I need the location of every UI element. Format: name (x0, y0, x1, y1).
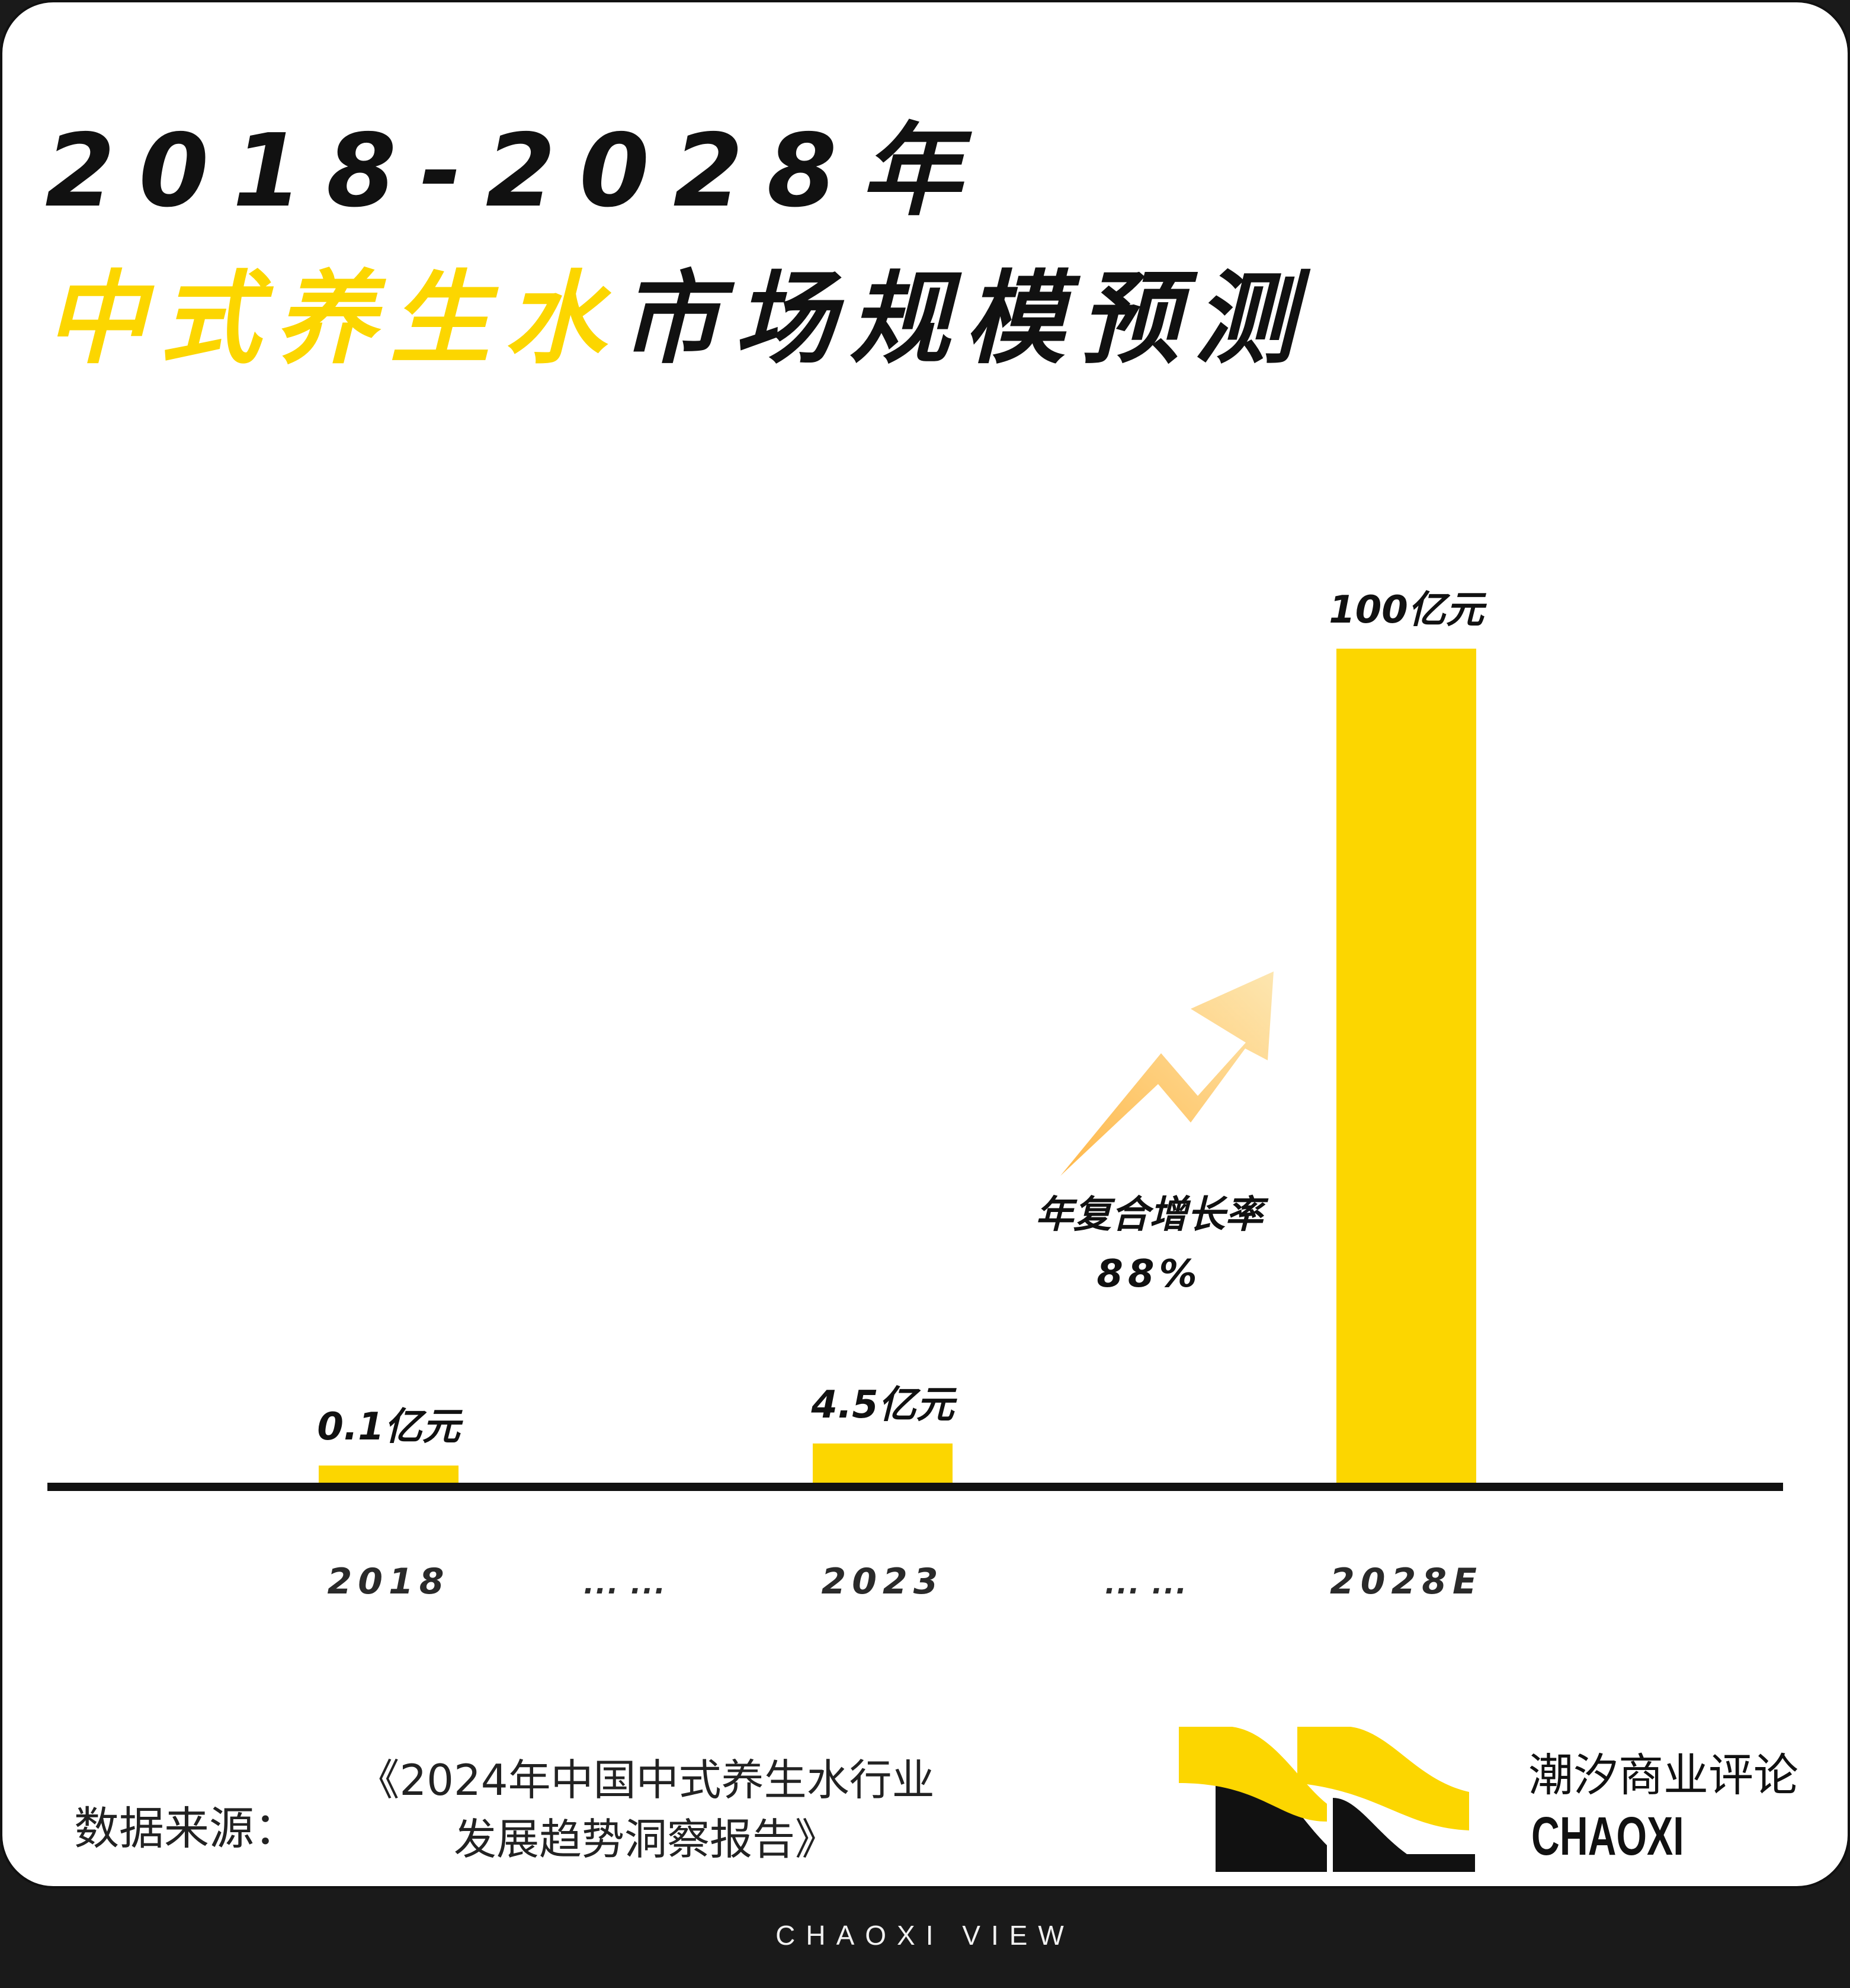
bar-value-label: 100亿元 (1329, 588, 1487, 632)
x-tick-label: ... ... (1105, 1567, 1188, 1601)
chart-card (0, 0, 1850, 1888)
x-tick-label: 2018 (328, 1561, 450, 1602)
chaoxi-logo-mark-icon (1179, 1727, 1475, 1872)
chart-title-rest: 市场规模预测 (620, 261, 1310, 378)
source-label: 数据来源： (74, 1802, 299, 1855)
bar-2018 (319, 1466, 459, 1483)
growth-arrow-icon (1060, 971, 1274, 1176)
chart-title-highlight: 中式养生水 (45, 261, 620, 378)
bar-2023 (813, 1443, 953, 1483)
chart-title-line2: 中式养生水市场规模预测 (45, 237, 1309, 383)
brand-name-en: CHAOXI (1531, 1806, 1684, 1867)
source-title: 《2024年中国中式养生水行业 发展趋势洞察报告》 (332, 1750, 960, 1869)
brand-name-cn: 潮汐商业评论 (1528, 1749, 1798, 1801)
chart-title-line1: 2018-2028年 (45, 113, 985, 230)
x-tick-label: 2028E (1330, 1561, 1483, 1602)
x-tick-label: 2023 (822, 1561, 944, 1602)
growth-annotation-value: 88% (1096, 1252, 1201, 1296)
x-tick-label: ... ... (583, 1567, 666, 1601)
footer-brand-text: CHAOXI VIEW (775, 1920, 1075, 1951)
source-title-line1: 《2024年中国中式养生水行业 (357, 1755, 935, 1805)
bar-2028E (1336, 649, 1476, 1483)
bar-value-label: 0.1亿元 (317, 1405, 463, 1449)
growth-annotation-label: 年复合增长率 (1035, 1193, 1269, 1237)
bar-chart: 0.1亿元 4.5亿元 100亿元 2018 ... ... 2023 ... ... 20… (47, 588, 1783, 1602)
bar-value-label: 4.5亿元 (810, 1383, 957, 1427)
source-title-line2: 发展趋势洞察报告》 (453, 1814, 838, 1864)
